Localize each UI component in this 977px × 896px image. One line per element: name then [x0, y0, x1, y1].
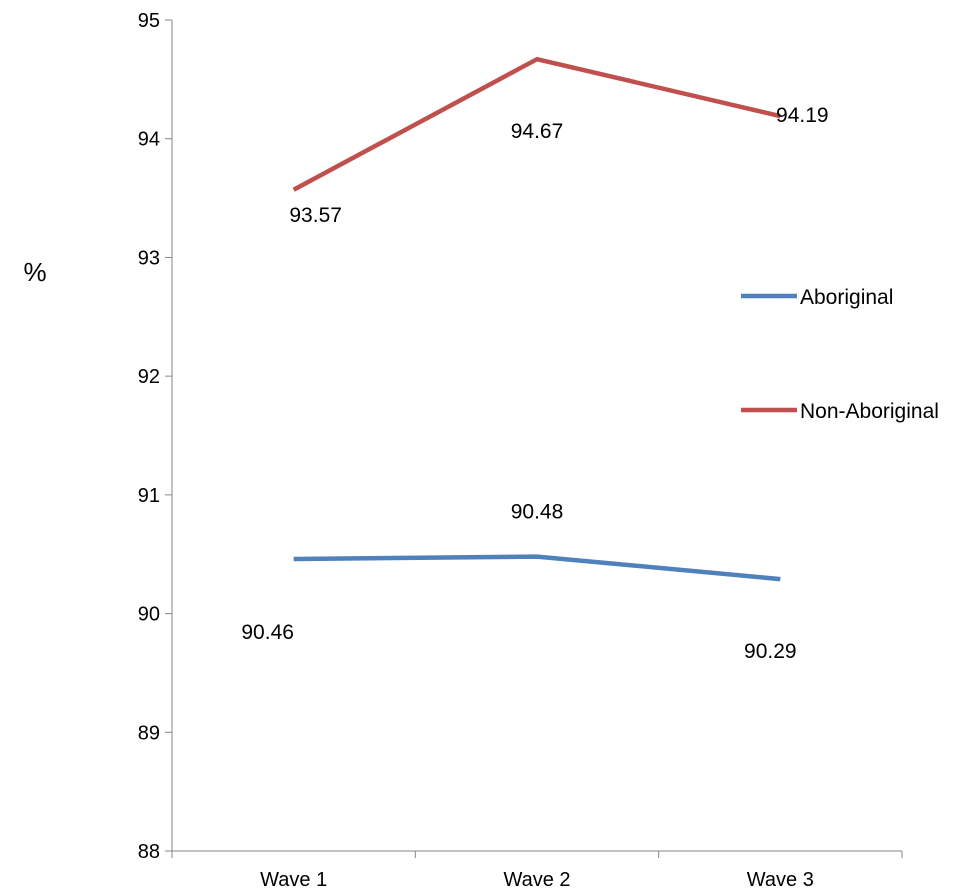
- y-tick-label: 94: [138, 129, 160, 151]
- data-label: 93.57: [289, 204, 342, 227]
- y-axis-label: %: [23, 257, 46, 287]
- legend-label: Aboriginal: [800, 286, 893, 309]
- data-label: 90.48: [511, 501, 564, 524]
- series-line-non-aboriginal: [292, 56, 781, 192]
- series-line-aboriginal: [293, 554, 781, 582]
- x-tick-label: Wave 1: [260, 869, 327, 891]
- x-tick-label: Wave 2: [503, 869, 570, 891]
- y-axis: 88 89 90 91 92 93 94 95: [138, 10, 173, 863]
- x-axis: Wave 1 Wave 2 Wave 3: [171, 850, 903, 891]
- data-label: 94.67: [511, 120, 564, 143]
- y-tick-label: 92: [138, 366, 160, 388]
- y-tick-label: 95: [138, 10, 160, 32]
- y-tick-label: 93: [138, 247, 160, 269]
- y-tick-label: 91: [138, 485, 160, 507]
- x-tick-label: Wave 3: [747, 869, 814, 891]
- y-tick-label: 89: [138, 722, 160, 744]
- data-label: 94.19: [776, 104, 829, 127]
- series-layer: [292, 56, 781, 582]
- y-tick-label: 88: [138, 841, 160, 863]
- data-label: 90.46: [241, 621, 294, 644]
- data-labels: 90.46 90.48 90.29 93.57 94.67 94.19: [241, 104, 828, 663]
- data-label: 90.29: [744, 640, 797, 663]
- legend-label: Non-Aboriginal: [800, 400, 939, 423]
- legend: Aboriginal Non-Aboriginal: [741, 286, 939, 423]
- y-tick-label: 90: [138, 604, 160, 626]
